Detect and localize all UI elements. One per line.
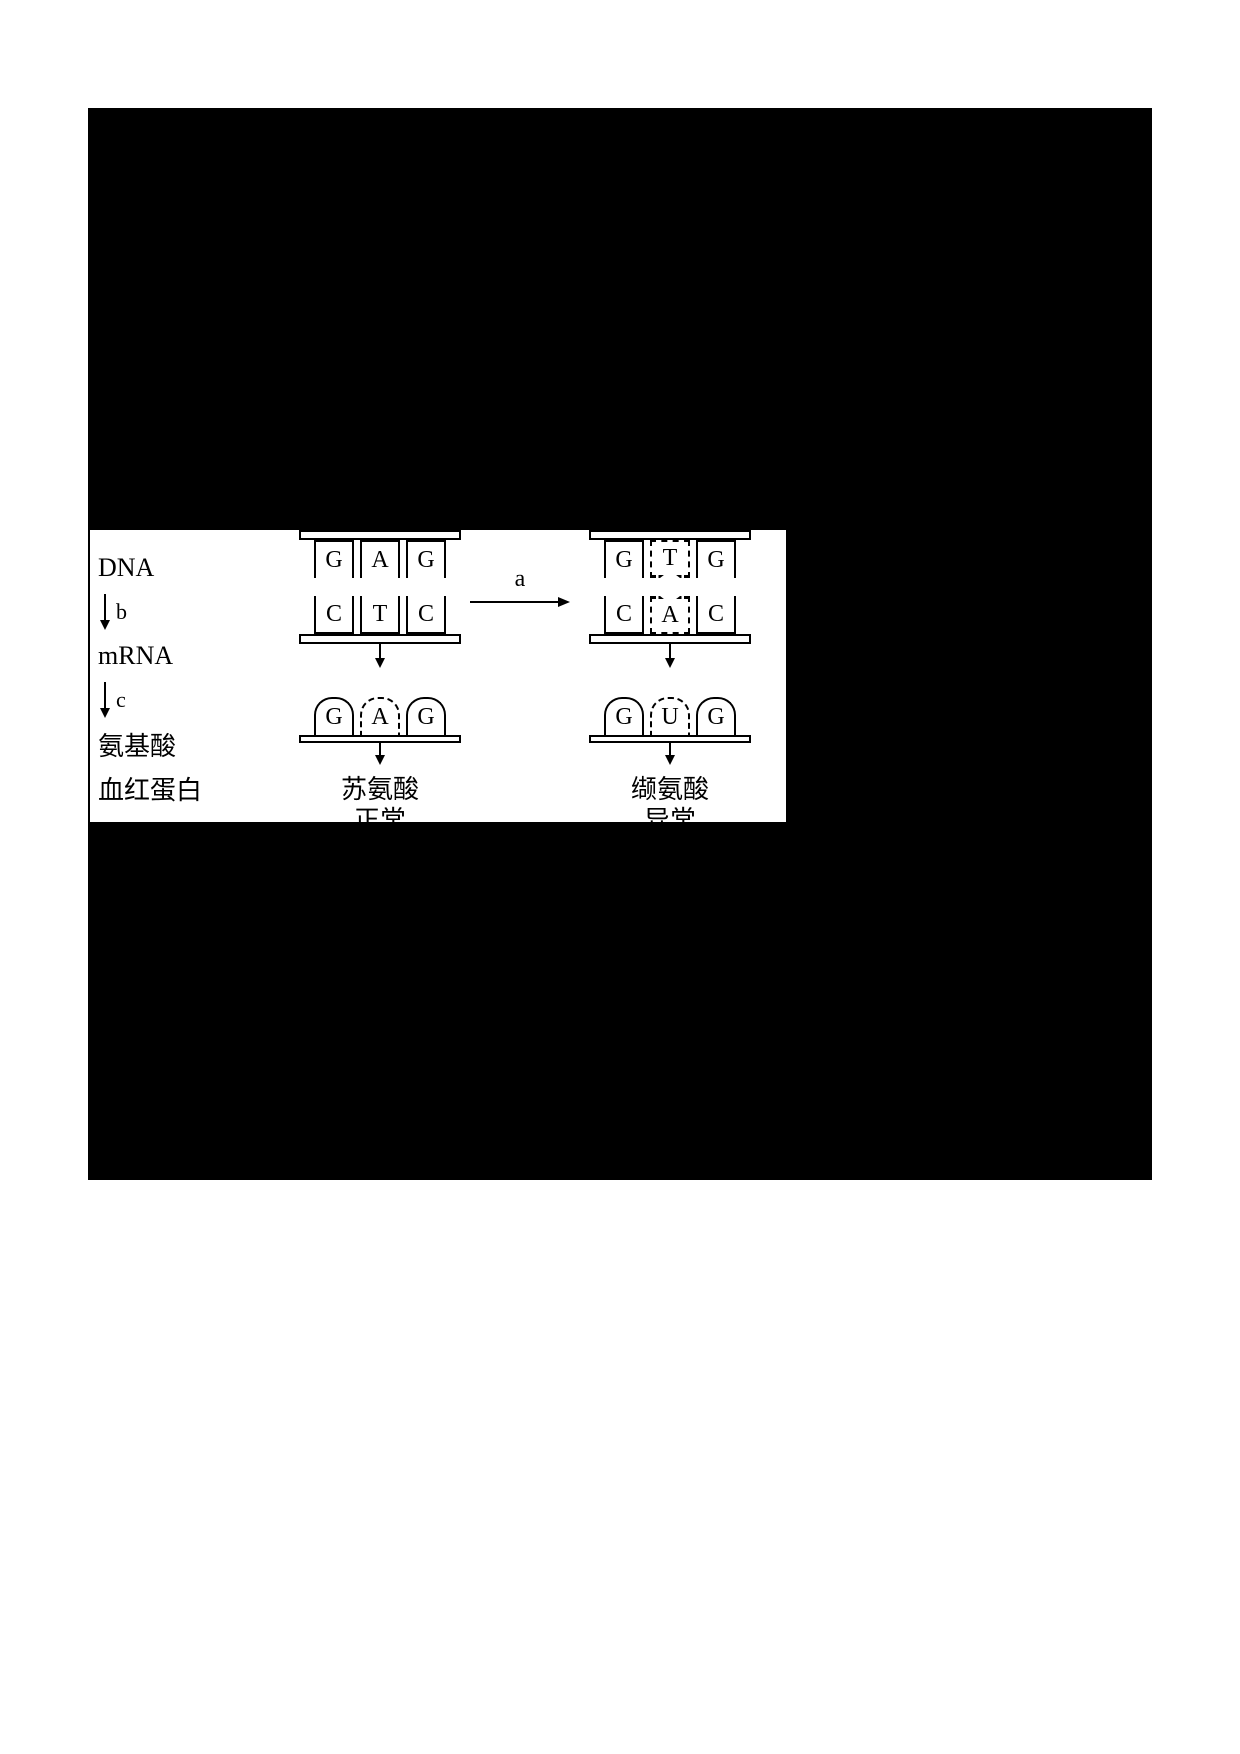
base: U bbox=[650, 697, 690, 735]
dna-bottom-bases-right: C A C bbox=[595, 596, 745, 634]
diagram-panel: DNA b mRNA c 氨基酸 血红蛋白 a bbox=[88, 528, 788, 824]
dna-backbone bbox=[299, 530, 461, 540]
labels-column: DNA b mRNA c 氨基酸 血红蛋白 bbox=[98, 546, 228, 810]
base: G bbox=[406, 540, 446, 578]
base: G bbox=[696, 540, 736, 578]
arrow-b-label: b bbox=[116, 599, 127, 625]
label-dna: DNA bbox=[98, 546, 228, 590]
amino-acid-left: 苏氨酸 正常 bbox=[290, 774, 470, 836]
dna-top-strand-right: G T G bbox=[595, 538, 745, 586]
base: A bbox=[360, 540, 400, 578]
base: A bbox=[360, 697, 400, 735]
label-mrna: mRNA bbox=[98, 634, 228, 678]
dna-top-bases-left: G A G bbox=[305, 540, 455, 578]
base: T bbox=[650, 540, 690, 578]
dna-top-strand-left: G A G bbox=[305, 538, 455, 586]
arrow-a-label: a bbox=[470, 566, 570, 593]
base: G bbox=[604, 540, 644, 578]
aa-name-right: 缬氨酸 bbox=[580, 774, 760, 805]
dna-bottom-strand-right: C A C bbox=[595, 588, 745, 636]
label-hemoglobin: 血红蛋白 bbox=[98, 766, 228, 810]
dna-top-bases-right: G T G bbox=[595, 540, 745, 578]
mutant-column: G T G C A C G U G bbox=[580, 538, 760, 836]
base: G bbox=[696, 697, 736, 735]
dna-bottom-bases-left: C T C bbox=[305, 596, 455, 634]
base: G bbox=[314, 540, 354, 578]
mrna-backbone bbox=[299, 735, 461, 743]
mrna-bases-right: G U G bbox=[595, 697, 745, 735]
base: C bbox=[696, 596, 736, 634]
mrna-right: G U G bbox=[595, 691, 745, 737]
black-background: DNA b mRNA c 氨基酸 血红蛋白 a bbox=[88, 108, 1152, 1180]
base: G bbox=[604, 697, 644, 735]
dna-backbone bbox=[299, 634, 461, 644]
base: G bbox=[406, 697, 446, 735]
base: C bbox=[406, 596, 446, 634]
amino-acid-right: 缬氨酸 异常 bbox=[580, 774, 760, 836]
base: T bbox=[360, 596, 400, 634]
base: G bbox=[314, 697, 354, 735]
arrow-down-icon bbox=[98, 594, 112, 630]
mrna-left: G A G bbox=[305, 691, 455, 737]
base: C bbox=[314, 596, 354, 634]
arrow-b-row: b bbox=[98, 590, 228, 634]
arrow-c-label: c bbox=[116, 687, 126, 713]
dna-bottom-strand-left: C T C bbox=[305, 588, 455, 636]
dna-backbone bbox=[589, 530, 751, 540]
label-amino-acid: 氨基酸 bbox=[98, 722, 228, 766]
arrow-down-icon bbox=[290, 642, 470, 673]
mrna-backbone bbox=[589, 735, 751, 743]
arrow-down-icon bbox=[580, 743, 760, 770]
base: A bbox=[650, 596, 690, 634]
arrow-down-icon bbox=[580, 642, 760, 673]
arrow-c-row: c bbox=[98, 678, 228, 722]
arrow-a: a bbox=[470, 566, 570, 614]
arrow-down-icon bbox=[290, 743, 470, 770]
base: C bbox=[604, 596, 644, 634]
aa-name-left: 苏氨酸 bbox=[290, 774, 470, 805]
status-left: 正常 bbox=[290, 805, 470, 836]
arrow-down-icon bbox=[98, 682, 112, 718]
status-right: 异常 bbox=[580, 805, 760, 836]
normal-column: G A G C T C G A G bbox=[290, 538, 470, 836]
mrna-bases-left: G A G bbox=[305, 697, 455, 735]
dna-backbone bbox=[589, 634, 751, 644]
arrow-right-icon bbox=[470, 595, 570, 609]
